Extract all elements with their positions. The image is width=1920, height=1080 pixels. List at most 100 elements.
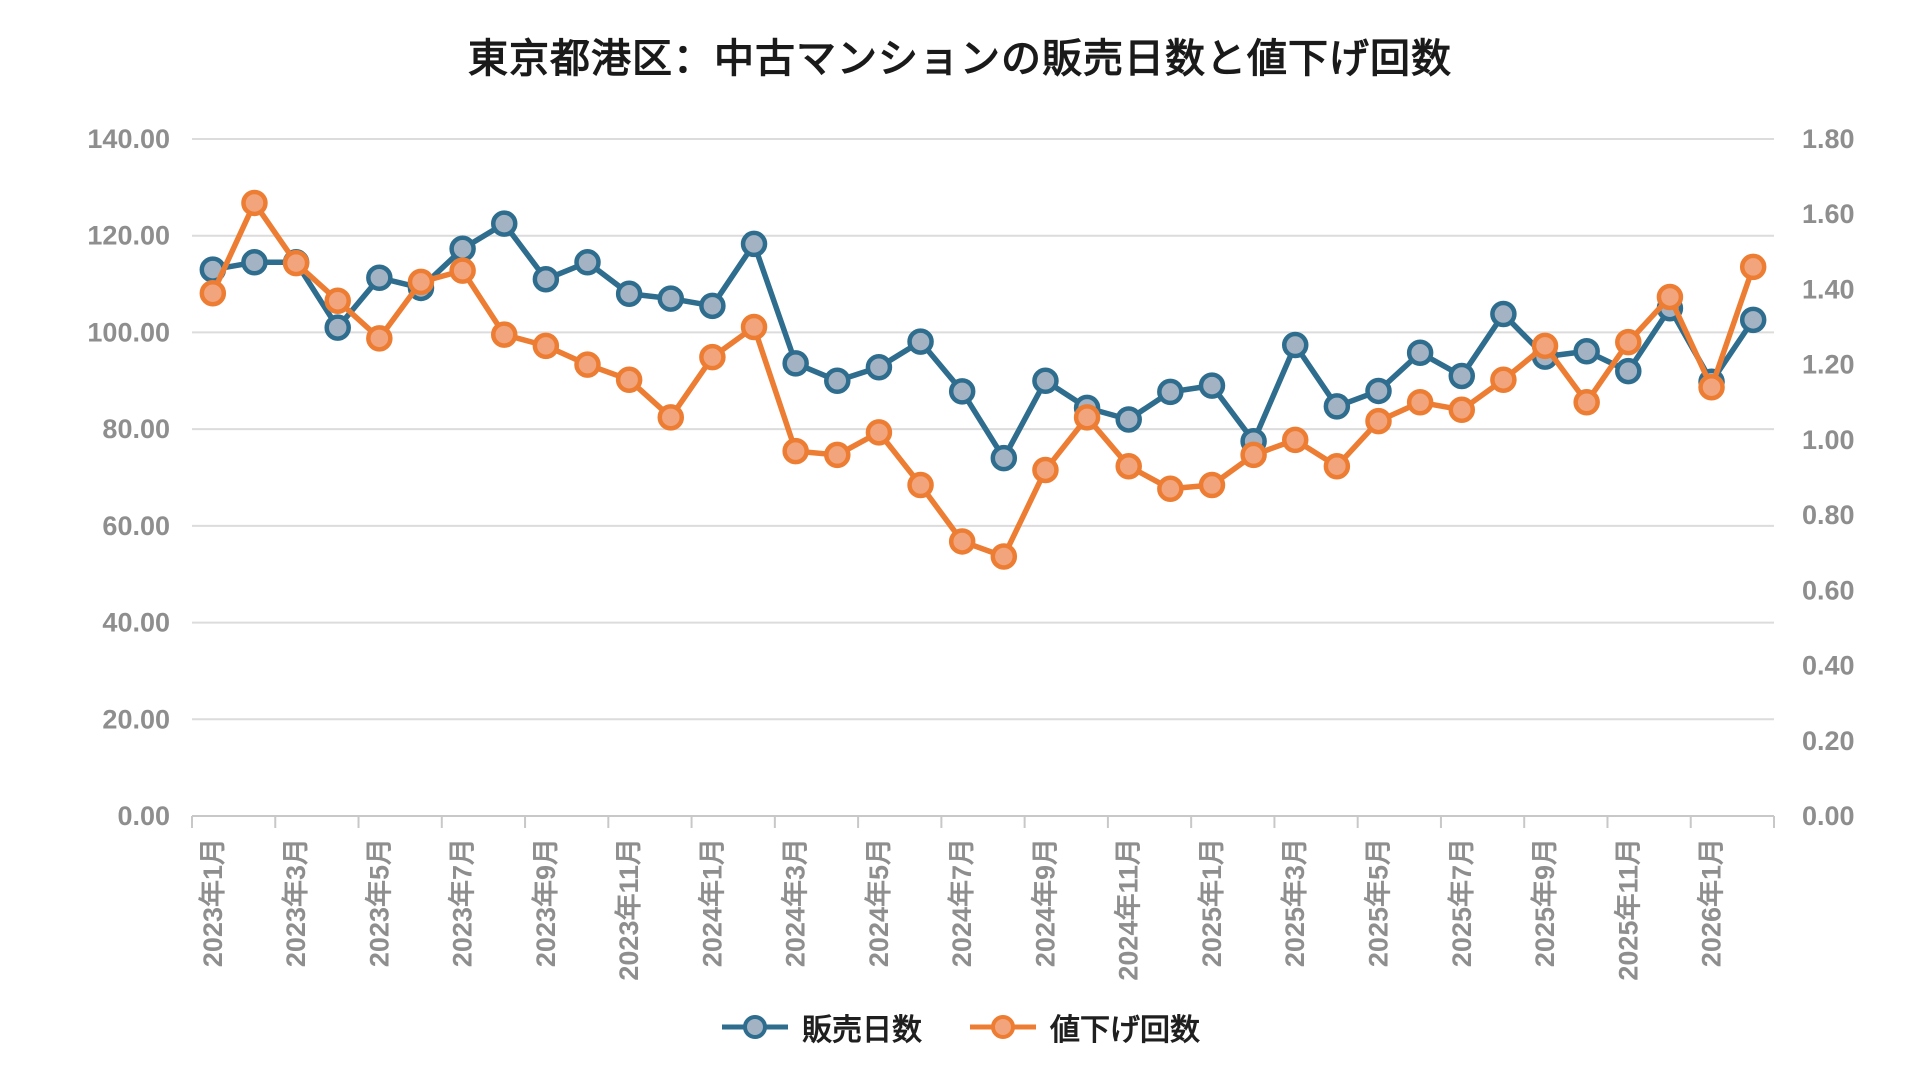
series-line-販売日数 (212, 220, 1756, 461)
data-point-値下げ回数-26 (1281, 426, 1309, 454)
x-axis-tick-label: 2025年9月 (1529, 838, 1560, 967)
data-point-値下げ回数-4 (366, 325, 393, 352)
data-point-値下げ回数-8 (532, 332, 560, 360)
data-point-値下げ回数-0 (199, 279, 227, 307)
x-axis-tick-label: 2024年11月 (1113, 838, 1144, 981)
data-point-値下げ回数-11 (657, 404, 685, 431)
data-point-値下げ回数-17 (907, 471, 934, 499)
x-axis-tick-label: 2024年1月 (696, 838, 727, 967)
legend: 販売日数 値下げ回数 (0, 1005, 1920, 1049)
data-point-販売日数-30 (1448, 362, 1476, 390)
right-axis-tick-label: 0.00 (1802, 801, 1855, 831)
data-point-値下げ回数-15 (824, 441, 851, 469)
data-point-販売日数-12 (699, 292, 726, 320)
data-point-販売日数-17 (907, 328, 934, 355)
data-point-値下げ回数-10 (615, 366, 643, 393)
data-point-値下げ回数-2 (282, 249, 310, 277)
right-axis-tick-label: 1.20 (1802, 350, 1855, 380)
data-point-値下げ回数-27 (1323, 452, 1351, 480)
data-point-販売日数-34 (1615, 357, 1642, 385)
data-point-値下げ回数-36 (1698, 373, 1725, 401)
data-point-販売日数-37 (1739, 306, 1767, 334)
x-axis-tick-label: 2025年1月 (1196, 838, 1227, 967)
x-axis-tick-label: 2026年1月 (1696, 838, 1727, 967)
x-axis-tick-label: 2025年5月 (1363, 838, 1394, 967)
x-axis-tick-label: 2023年7月 (447, 838, 478, 967)
data-point-値下げ回数-28 (1365, 407, 1392, 435)
data-point-値下げ回数-22 (1115, 452, 1142, 480)
x-axis-tick-label: 2025年7月 (1446, 838, 1477, 967)
data-point-値下げ回数-6 (449, 257, 476, 284)
x-axis-tick-label: 2025年11月 (1612, 838, 1643, 981)
data-point-販売日数-22 (1115, 406, 1142, 433)
data-point-販売日数-28 (1365, 377, 1392, 405)
data-point-値下げ回数-14 (782, 437, 809, 465)
data-point-値下げ回数-3 (324, 287, 351, 314)
data-point-値下げ回数-16 (865, 419, 893, 446)
data-point-値下げ回数-18 (948, 528, 976, 555)
x-axis-tick-label: 2023年1月 (197, 838, 228, 967)
data-point-販売日数-31 (1490, 300, 1517, 328)
data-point-販売日数-11 (657, 285, 685, 312)
x-axis-tick-label: 2024年9月 (1029, 838, 1060, 967)
data-point-販売日数-6 (449, 235, 476, 263)
data-point-販売日数-1 (241, 249, 268, 276)
data-point-値下げ回数-13 (740, 313, 768, 341)
legend-item-sales-days: 販売日数 (720, 1005, 922, 1049)
data-point-値下げ回数-5 (407, 268, 435, 296)
right-axis-tick-label: 1.60 (1802, 199, 1855, 229)
x-axis-tick-label: 2023年9月 (530, 838, 561, 967)
data-point-値下げ回数-19 (990, 543, 1018, 570)
data-point-値下げ回数-25 (1240, 441, 1267, 469)
x-axis-tick-label: 2025年3月 (1279, 838, 1310, 967)
right-axis-tick-label: 1.00 (1802, 425, 1855, 455)
data-point-値下げ回数-37 (1739, 253, 1767, 281)
data-point-値下げ回数-35 (1656, 283, 1684, 311)
left-axis-tick-label: 20.00 (102, 704, 170, 734)
right-axis-tick-label: 0.80 (1802, 500, 1855, 530)
data-point-販売日数-27 (1323, 393, 1351, 420)
data-point-値下げ回数-1 (241, 189, 268, 217)
data-point-販売日数-23 (1157, 378, 1184, 406)
series-line-値下げ回数 (210, 200, 1756, 560)
right-axis-tick-label: 0.20 (1802, 726, 1855, 756)
data-point-販売日数-18 (948, 378, 976, 405)
right-axis-tick-label: 0.60 (1802, 575, 1855, 605)
left-axis-tick-label: 40.00 (102, 608, 170, 638)
x-axis-tick-label: 2023年3月 (280, 838, 311, 967)
legend-label-price-cuts: 値下げ回数 (1050, 1014, 1200, 1047)
data-point-値下げ回数-31 (1490, 366, 1517, 393)
legend-line-marker-icon (970, 1015, 1036, 1039)
right-axis-tick-label: 1.40 (1802, 274, 1855, 304)
data-point-値下げ回数-34 (1615, 328, 1642, 356)
data-point-販売日数-29 (1406, 339, 1434, 366)
data-point-値下げ回数-23 (1157, 475, 1184, 503)
right-axis-tick-label: 0.40 (1802, 651, 1855, 681)
data-point-販売日数-13 (740, 230, 768, 258)
data-point-販売日数-16 (865, 353, 893, 381)
data-point-値下げ回数-33 (1573, 389, 1600, 416)
x-axis-tick-label: 2024年5月 (863, 838, 894, 967)
data-point-値下げ回数-12 (699, 343, 726, 371)
data-point-値下げ回数-29 (1406, 389, 1434, 416)
data-point-値下げ回数-32 (1531, 332, 1559, 360)
data-point-値下げ回数-21 (1073, 404, 1101, 431)
left-axis-tick-label: 80.00 (102, 414, 170, 444)
data-point-値下げ回数-24 (1198, 471, 1226, 499)
left-axis-tick-label: 60.00 (102, 511, 170, 541)
data-point-販売日数-10 (615, 280, 643, 307)
data-point-販売日数-7 (490, 210, 518, 237)
legend-label-sales-days: 販売日数 (802, 1014, 922, 1047)
chart-title: 東京都港区：中古マンションの販売日数と値下げ回数 (468, 37, 1452, 81)
data-point-販売日数-14 (782, 350, 809, 377)
left-axis-tick-label: 120.00 (87, 221, 170, 251)
legend-item-price-cuts: 値下げ回数 (968, 1005, 1200, 1049)
data-point-値下げ回数-9 (574, 351, 601, 378)
data-point-販売日数-19 (990, 444, 1018, 472)
data-point-販売日数-33 (1573, 338, 1600, 365)
left-axis-tick-label: 100.00 (87, 317, 170, 347)
right-axis-tick-label: 1.80 (1802, 124, 1855, 154)
x-axis-tick-label: 2023年11月 (613, 838, 644, 981)
